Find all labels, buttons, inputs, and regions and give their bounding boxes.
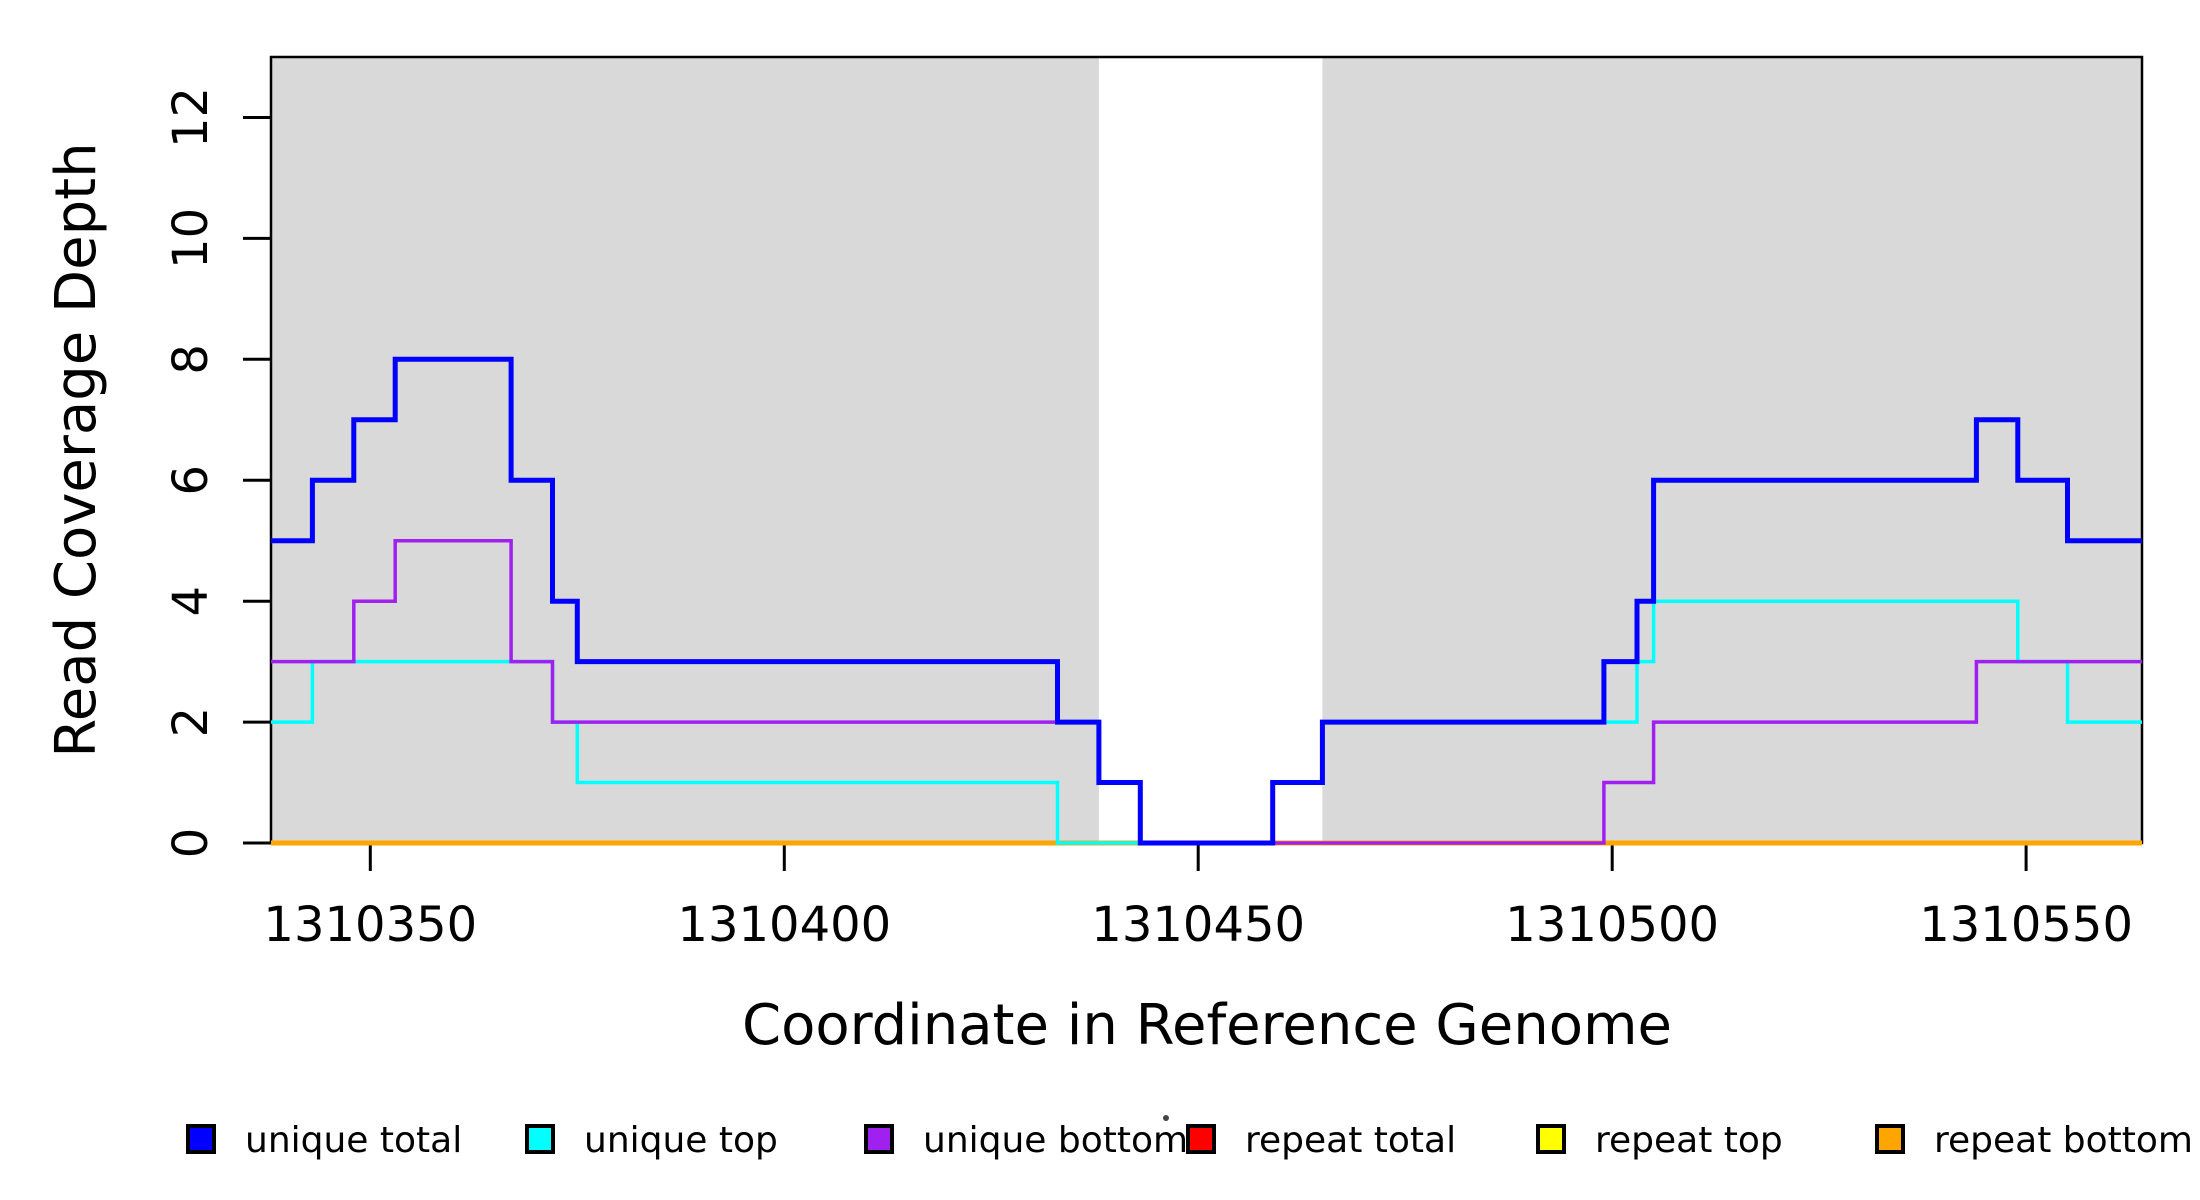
x-tick-label: 1310450 xyxy=(1091,897,1305,953)
legend-swatch-repeat-bottom xyxy=(1875,1124,1905,1154)
y-axis-title: Read Coverage Depth xyxy=(44,142,109,757)
legend: unique total unique top unique bottom repea… xyxy=(186,1120,2193,1161)
y-tick-label: 6 xyxy=(163,465,219,496)
legend-label-repeat-top: repeat top xyxy=(1595,1120,1783,1161)
legend-swatch-repeat-total xyxy=(1186,1124,1216,1154)
x-tick-label: 1310550 xyxy=(1919,897,2133,953)
legend-swatch-unique-total xyxy=(186,1124,216,1154)
legend-swatch-unique-top xyxy=(525,1124,555,1154)
y-tick-label: 4 xyxy=(163,586,219,617)
y-tick-label: 2 xyxy=(163,707,219,738)
legend-swatch-unique-bottom xyxy=(864,1124,894,1154)
legend-swatch-repeat-top xyxy=(1536,1124,1566,1154)
legend-label-unique-bottom: unique bottom xyxy=(923,1120,1188,1161)
series-unique-total xyxy=(271,356,2142,846)
shaded-region-1 xyxy=(271,57,1099,843)
y-tick-label: 10 xyxy=(163,208,219,269)
y-tick-label: 0 xyxy=(163,828,219,859)
y-tick-label: 8 xyxy=(163,344,219,375)
legend-label-unique-top: unique top xyxy=(584,1120,778,1161)
x-tick-label: 1310350 xyxy=(263,897,477,953)
legend-label-repeat-total: repeat total xyxy=(1245,1120,1456,1161)
x-axis-title: Coordinate in Reference Genome xyxy=(742,993,1672,1058)
shaded-region-2 xyxy=(1322,57,2142,843)
x-tick-label: 1310500 xyxy=(1505,897,1719,953)
x-tick-label: 1310400 xyxy=(677,897,891,953)
legend-label-unique-total: unique total xyxy=(245,1120,462,1161)
legend-label-repeat-bottom: repeat bottom xyxy=(1934,1120,2193,1161)
stray-dot xyxy=(1163,1115,1169,1121)
y-tick-label: 12 xyxy=(163,87,219,148)
